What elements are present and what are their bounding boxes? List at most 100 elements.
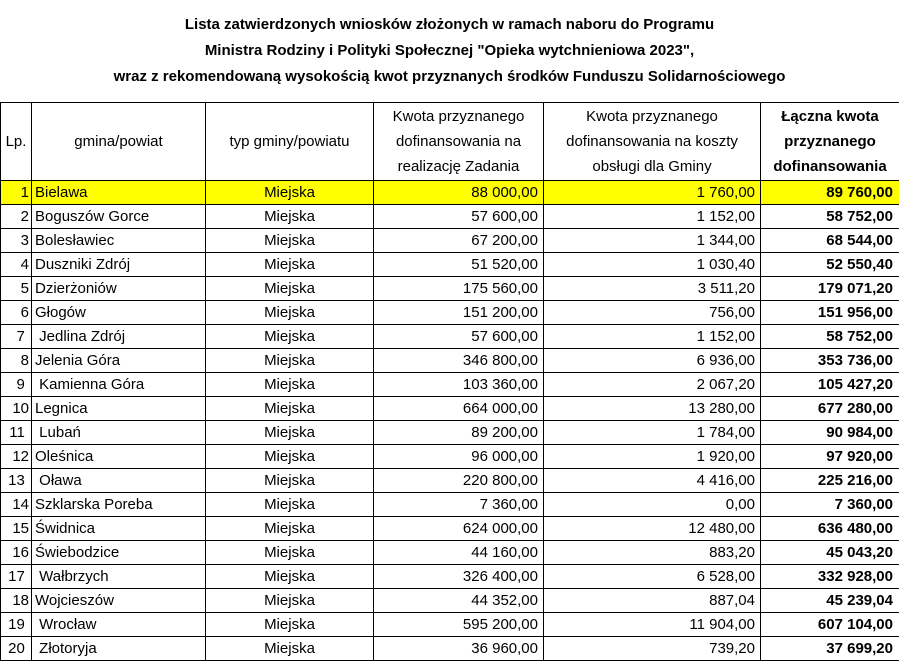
cell-typ: Miejska <box>205 204 374 229</box>
cell-typ: Miejska <box>205 228 374 253</box>
cell-gmina-powiat: Świebodzice <box>31 540 206 565</box>
cell-typ: Miejska <box>205 636 374 661</box>
cell-lp: 20 <box>0 636 32 661</box>
cell-kwota-zadanie: 89 200,00 <box>373 420 544 445</box>
table-row: 7 Jedlina Zdrój Miejska 57 600,00 1 152,… <box>0 324 899 349</box>
cell-laczna-kwota: 225 216,00 <box>760 468 899 493</box>
cell-gmina-powiat: Głogów <box>31 300 206 325</box>
cell-laczna-kwota: 607 104,00 <box>760 612 899 637</box>
cell-kwota-zadanie: 57 600,00 <box>373 204 544 229</box>
cell-lp: 11 <box>0 420 32 445</box>
cell-kwota-obsluga: 887,04 <box>543 588 761 613</box>
cell-typ: Miejska <box>205 180 374 205</box>
cell-laczna-kwota: 353 736,00 <box>760 348 899 373</box>
table-row: 14 Szklarska Poreba Miejska 7 360,00 0,0… <box>0 492 899 517</box>
cell-gmina-powiat: Świdnica <box>31 516 206 541</box>
cell-kwota-obsluga: 739,20 <box>543 636 761 661</box>
cell-gmina-powiat: Oleśnica <box>31 444 206 469</box>
cell-laczna-kwota: 151 956,00 <box>760 300 899 325</box>
cell-typ: Miejska <box>205 372 374 397</box>
cell-gmina-powiat: Złotoryja <box>31 636 206 661</box>
table-row: 2 Boguszów Gorce Miejska 57 600,00 1 152… <box>0 204 899 229</box>
header-row: Lp. gmina/powiat typ gminy/powiatu Kwota… <box>0 102 899 181</box>
cell-kwota-zadanie: 103 360,00 <box>373 372 544 397</box>
cell-laczna-kwota: 89 760,00 <box>760 180 899 205</box>
cell-kwota-obsluga: 11 904,00 <box>543 612 761 637</box>
table-row: 11 Lubań Miejska 89 200,00 1 784,00 90 9… <box>0 420 899 445</box>
cell-kwota-zadanie: 57 600,00 <box>373 324 544 349</box>
cell-typ: Miejska <box>205 276 374 301</box>
cell-laczna-kwota: 677 280,00 <box>760 396 899 421</box>
cell-typ: Miejska <box>205 444 374 469</box>
cell-laczna-kwota: 37 699,20 <box>760 636 899 661</box>
cell-laczna-kwota: 105 427,20 <box>760 372 899 397</box>
cell-gmina-powiat: Jedlina Zdrój <box>31 324 206 349</box>
cell-lp: 16 <box>0 540 32 565</box>
cell-gmina-powiat: Boguszów Gorce <box>31 204 206 229</box>
cell-kwota-obsluga: 3 511,20 <box>543 276 761 301</box>
col-header-lp: Lp. <box>0 102 32 181</box>
cell-typ: Miejska <box>205 492 374 517</box>
cell-kwota-obsluga: 1 784,00 <box>543 420 761 445</box>
cell-gmina-powiat: Oława <box>31 468 206 493</box>
cell-kwota-zadanie: 151 200,00 <box>373 300 544 325</box>
cell-laczna-kwota: 58 752,00 <box>760 324 899 349</box>
document-title: Lista zatwierdzonych wniosków złożonych … <box>0 0 899 102</box>
cell-kwota-obsluga: 1 920,00 <box>543 444 761 469</box>
cell-laczna-kwota: 58 752,00 <box>760 204 899 229</box>
cell-kwota-zadanie: 44 352,00 <box>373 588 544 613</box>
cell-typ: Miejska <box>205 564 374 589</box>
cell-laczna-kwota: 90 984,00 <box>760 420 899 445</box>
cell-kwota-obsluga: 883,20 <box>543 540 761 565</box>
title-line-3: wraz z rekomendowaną wysokością kwot prz… <box>113 68 786 85</box>
table-row: 3 Bolesławiec Miejska 67 200,00 1 344,00… <box>0 228 899 253</box>
cell-laczna-kwota: 332 928,00 <box>760 564 899 589</box>
table-row: 12 Oleśnica Miejska 96 000,00 1 920,00 9… <box>0 444 899 469</box>
col-header-typ: typ gminy/powiatu <box>205 102 374 181</box>
cell-typ: Miejska <box>205 612 374 637</box>
cell-gmina-powiat: Wrocław <box>31 612 206 637</box>
cell-lp: 8 <box>0 348 32 373</box>
cell-kwota-zadanie: 595 200,00 <box>373 612 544 637</box>
table-row: 13 Oława Miejska 220 800,00 4 416,00 225… <box>0 468 899 493</box>
cell-laczna-kwota: 7 360,00 <box>760 492 899 517</box>
cell-kwota-obsluga: 2 067,20 <box>543 372 761 397</box>
table-row: 19 Wrocław Miejska 595 200,00 11 904,00 … <box>0 612 899 637</box>
cell-lp: 4 <box>0 252 32 277</box>
table-row: 10 Legnica Miejska 664 000,00 13 280,00 … <box>0 396 899 421</box>
col-header-kwota-obsluga: Kwota przyznanego dofinansowania na kosz… <box>543 102 761 181</box>
cell-typ: Miejska <box>205 252 374 277</box>
cell-typ: Miejska <box>205 348 374 373</box>
cell-lp: 14 <box>0 492 32 517</box>
cell-gmina-powiat: Lubań <box>31 420 206 445</box>
table-row: 20 Złotoryja Miejska 36 960,00 739,20 37… <box>0 636 899 661</box>
cell-kwota-obsluga: 1 344,00 <box>543 228 761 253</box>
cell-typ: Miejska <box>205 396 374 421</box>
cell-lp: 15 <box>0 516 32 541</box>
cell-kwota-zadanie: 88 000,00 <box>373 180 544 205</box>
cell-kwota-zadanie: 220 800,00 <box>373 468 544 493</box>
table-row: 15 Świdnica Miejska 624 000,00 12 480,00… <box>0 516 899 541</box>
cell-typ: Miejska <box>205 516 374 541</box>
cell-kwota-zadanie: 44 160,00 <box>373 540 544 565</box>
table-row: 5 Dzierżoniów Miejska 175 560,00 3 511,2… <box>0 276 899 301</box>
table-row: 1 Bielawa Miejska 88 000,00 1 760,00 89 … <box>0 180 899 205</box>
cell-gmina-powiat: Szklarska Poreba <box>31 492 206 517</box>
cell-gmina-powiat: Bielawa <box>31 180 206 205</box>
cell-gmina-powiat: Legnica <box>31 396 206 421</box>
cell-typ: Miejska <box>205 540 374 565</box>
cell-gmina-powiat: Kamienna Góra <box>31 372 206 397</box>
cell-kwota-zadanie: 346 800,00 <box>373 348 544 373</box>
cell-lp: 12 <box>0 444 32 469</box>
cell-typ: Miejska <box>205 588 374 613</box>
cell-typ: Miejska <box>205 300 374 325</box>
cell-lp: 9 <box>0 372 32 397</box>
table-row: 16 Świebodzice Miejska 44 160,00 883,20 … <box>0 540 899 565</box>
table-body: 1 Bielawa Miejska 88 000,00 1 760,00 89 … <box>0 180 899 661</box>
cell-kwota-obsluga: 1 030,40 <box>543 252 761 277</box>
cell-kwota-zadanie: 624 000,00 <box>373 516 544 541</box>
cell-lp: 13 <box>0 468 32 493</box>
col-header-laczna-kwota: Łączna kwota przyznanego dofinansowania <box>760 102 899 181</box>
cell-kwota-obsluga: 13 280,00 <box>543 396 761 421</box>
table-row: 6 Głogów Miejska 151 200,00 756,00 151 9… <box>0 300 899 325</box>
